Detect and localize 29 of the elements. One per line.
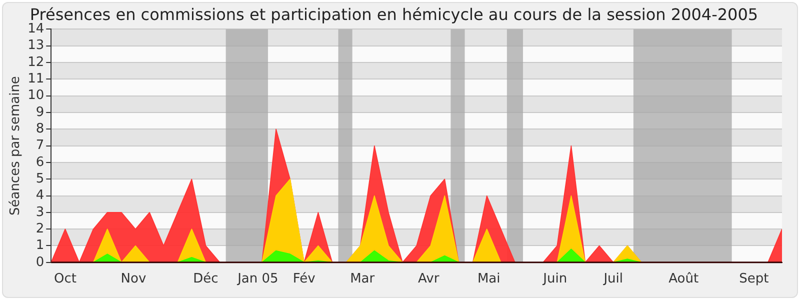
- y-tick-label: 2: [36, 221, 44, 236]
- y-tick-label: 6: [36, 154, 44, 170]
- y-tick-label: 8: [36, 122, 44, 137]
- y-tick-label: 0: [36, 254, 44, 270]
- y-tick-label: 3: [36, 204, 44, 220]
- y-tick-label: 1: [36, 238, 44, 254]
- x-tick-label: Juin: [542, 272, 568, 287]
- y-tick-label: 9: [36, 104, 44, 120]
- y-tick-label: 4: [36, 188, 44, 204]
- y-tick-label: 10: [28, 88, 44, 104]
- y-axis-title: Séances par semaine: [8, 76, 24, 216]
- y-tick-label: 11: [28, 72, 44, 87]
- chart-title: Présences en commissions et participation en hémicycle au cours de la session 2004-2005: [30, 4, 758, 24]
- x-tick-label: Août: [668, 272, 699, 287]
- x-tick-label: Sept: [739, 272, 769, 287]
- x-tick-label: Fév: [292, 272, 316, 287]
- y-tick-label: 5: [36, 171, 44, 186]
- x-tick-label: Jan 05: [236, 272, 278, 287]
- x-tick-label: Mar: [350, 272, 376, 287]
- x-tick-label: Mai: [477, 272, 500, 287]
- x-tick-label: Oct: [54, 272, 76, 287]
- y-tick-label: 7: [36, 138, 44, 154]
- x-tick-label: Avr: [418, 272, 440, 287]
- y-tick-label: 14: [28, 22, 44, 37]
- x-tick-label: Déc: [193, 272, 218, 287]
- x-tick-label: Juil: [602, 272, 623, 287]
- y-tick-label: 12: [28, 54, 44, 70]
- y-tick-label: 13: [28, 38, 44, 54]
- x-tick-label: Nov: [120, 272, 146, 287]
